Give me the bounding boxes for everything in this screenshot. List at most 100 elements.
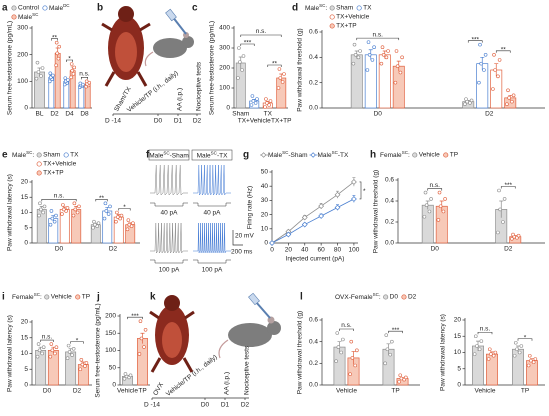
data-point: [75, 210, 80, 215]
current-label: 100 pA: [159, 267, 180, 274]
mouse-b: [144, 8, 194, 67]
data-point: [441, 209, 446, 214]
legend-label: MaleSC-TX: [318, 150, 349, 159]
label-part: -TX: [217, 152, 228, 159]
legend-label: MaleDC: [49, 3, 70, 12]
data-point: [384, 333, 389, 337]
data-point: [477, 80, 481, 85]
x-tick-label: TX+TP: [271, 118, 291, 125]
data-point: [49, 209, 54, 213]
data-point: [533, 357, 538, 361]
data-point: [276, 86, 281, 90]
significance-label: **: [272, 61, 278, 68]
data-point: [353, 52, 358, 57]
y-tick-label: 15: [21, 334, 29, 341]
y-tick-label: 0.6: [385, 177, 394, 184]
data-point: [119, 213, 124, 218]
label-part: Female: [380, 152, 402, 159]
data-point: [84, 361, 89, 365]
y-tick-label: 0.6: [309, 317, 318, 324]
y-tick-label: 20: [21, 319, 29, 326]
data-point: [50, 216, 55, 221]
label-part: SC: [373, 292, 380, 297]
data-point: [351, 61, 356, 66]
y-tick-label: 0: [457, 382, 461, 389]
y-tick-label: 150: [105, 330, 116, 337]
data-point: [56, 56, 61, 61]
data-point: [386, 49, 390, 53]
label-part: Male: [318, 152, 332, 159]
data-point: [353, 363, 357, 368]
x-tick-label: Vehicle: [475, 388, 496, 395]
legend-label: Sham: [43, 152, 60, 159]
label-part: :: [379, 294, 381, 301]
data-point: [477, 347, 482, 352]
data-point: [108, 204, 112, 209]
significance-bracket: [41, 199, 77, 202]
data-point: [516, 233, 521, 238]
label-part: SC: [34, 292, 41, 297]
x-tick-label: TP: [521, 388, 529, 395]
dissected-mouse-k: [149, 295, 195, 373]
data-point: [42, 204, 47, 209]
data-point: [83, 364, 87, 368]
x-tick-label: D2: [109, 246, 118, 253]
x-tick-label: 40: [301, 247, 309, 254]
data-point: [367, 52, 372, 57]
current-label: 40 pA: [161, 210, 179, 217]
data-point: [472, 352, 477, 356]
legend-marker: [36, 161, 42, 167]
y-axis-label: Serum free-testosterone (pg/mL): [7, 21, 14, 115]
significance-bracket: [240, 43, 255, 46]
legend-prefix: MaleSC:: [12, 150, 34, 159]
data-point: [71, 346, 76, 351]
x-tick-label: TX+Vehicle: [238, 118, 271, 125]
legend-marker: [36, 152, 42, 158]
data-point: [372, 45, 376, 50]
data-point: [350, 356, 355, 360]
data-point: [519, 344, 524, 348]
data-point: [355, 348, 359, 353]
data-point: [54, 40, 59, 45]
bar: [125, 224, 136, 244]
x-tick-label: 20: [285, 247, 293, 254]
data-point: [529, 358, 533, 363]
y-tick-label: 0.4: [385, 198, 394, 205]
label-part: :: [32, 152, 34, 159]
stimulus-step: [193, 202, 231, 207]
data-point: [65, 206, 70, 210]
data-point: [285, 231, 292, 238]
data-point: [427, 209, 432, 214]
label-part: OVX-Female: [335, 294, 373, 301]
data-point: [128, 373, 133, 378]
significance-bracket: [127, 316, 143, 320]
legend-marker: [356, 5, 362, 11]
label-part: Male: [197, 152, 211, 159]
significance-bracket: [240, 34, 282, 37]
timeline-day: D0: [154, 118, 163, 125]
x-tick-label: D0: [374, 111, 383, 118]
data-point: [381, 52, 386, 57]
header-box: [191, 149, 233, 161]
data-point: [502, 197, 507, 201]
data-point: [280, 80, 285, 84]
timeline-label: Nociceptive tests: [196, 61, 203, 111]
significance-bracket: [118, 208, 131, 211]
significance-bracket: [40, 339, 54, 343]
y-tick-label: 0.6: [309, 29, 318, 36]
stimulus-step: [150, 202, 188, 207]
data-point: [79, 357, 84, 362]
data-point: [351, 179, 357, 185]
data-point: [531, 360, 536, 365]
data-point: [37, 213, 41, 218]
data-point: [139, 336, 144, 341]
data-point: [238, 60, 242, 64]
data-point: [102, 216, 107, 221]
label-part: Male: [268, 152, 282, 159]
legend-label: TX: [70, 152, 79, 159]
data-point: [493, 68, 497, 72]
data-point: [335, 331, 340, 335]
data-point: [70, 68, 74, 73]
data-point: [491, 87, 495, 91]
panel-letter: e: [2, 150, 8, 161]
